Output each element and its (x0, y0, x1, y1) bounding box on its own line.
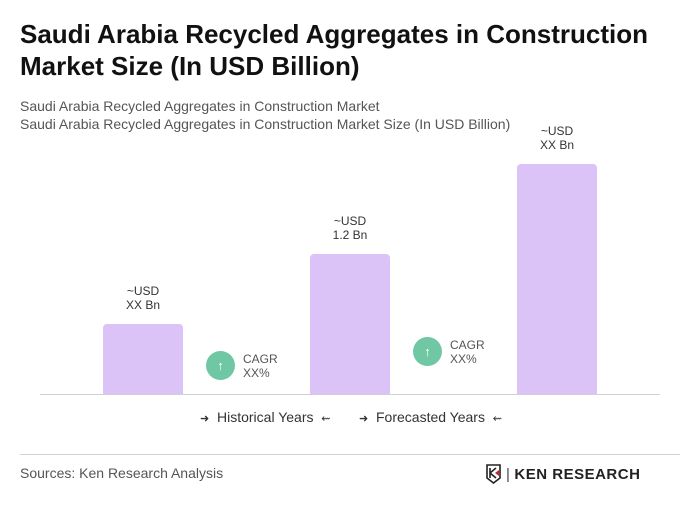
cagr-badge-1: ↑ CAGR XX% (206, 351, 278, 380)
data-label-line2: 1.2 Bn (332, 227, 368, 242)
bar-1 (103, 323, 183, 394)
legend-historical: ➜ Historical Years ⇜ (200, 409, 331, 425)
cagr-value: XX% (450, 351, 477, 366)
x-axis-line (40, 394, 660, 395)
footer-divider (20, 454, 680, 455)
arrow-right-icon: ➜ (200, 413, 210, 425)
data-label-line1: ~USD (333, 213, 367, 228)
arrow-left-icon: ⇜ (492, 413, 502, 425)
chart-subtitle-2: Saudi Arabia Recycled Aggregates in Cons… (20, 116, 511, 132)
cagr-value: XX% (243, 365, 270, 380)
bar-data-label: ~USD 1.2 Bn (300, 214, 400, 242)
bar-2 (310, 253, 390, 394)
logo-text: KEN RESEARCH (514, 465, 641, 483)
legend-forecasted: ➜ Forecasted Years ⇜ (359, 409, 502, 425)
source-text: Sources: Ken Research Analysis (20, 465, 224, 481)
ken-research-logo: | KEN RESEARCH (486, 464, 640, 484)
data-label-line1: ~USD (540, 124, 574, 138)
data-label-line2: XX Bn (539, 138, 575, 152)
bar-data-label: ~USD XX Bn (507, 124, 607, 152)
cagr-badge-2: ↑ CAGR XX% (413, 337, 485, 366)
chart-title: Saudi Arabia Recycled Aggregates in Cons… (20, 19, 648, 81)
arrow-right-icon: ➜ (359, 413, 369, 425)
chart-subtitle: Saudi Arabia Recycled Aggregates in Cons… (20, 98, 380, 114)
cagr-label: CAGR (243, 351, 278, 366)
arrow-up-icon: ↑ (413, 337, 442, 366)
data-label-line2: XX Bn (125, 297, 161, 312)
bar-3 (517, 164, 597, 394)
arrow-up-icon: ↑ (206, 351, 235, 380)
bar-data-label: ~USD XX Bn (93, 284, 193, 312)
legend-label: Forecasted Years (376, 409, 485, 425)
legend-label: Historical Years (217, 409, 314, 425)
data-label-line1: ~USD (126, 283, 160, 298)
cagr-label: CAGR (450, 337, 485, 352)
arrow-left-icon: ⇜ (321, 413, 331, 425)
logo-icon (486, 464, 501, 484)
